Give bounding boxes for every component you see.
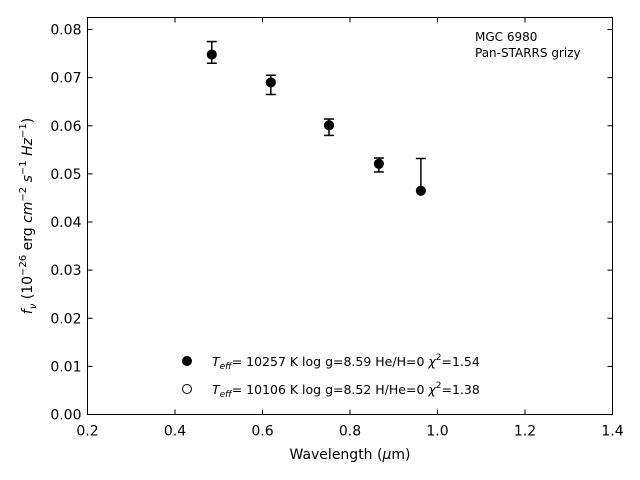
legend-marker <box>182 384 192 394</box>
x-tick-label: 1.0 <box>426 424 448 440</box>
observed-point <box>416 186 425 195</box>
y-tick-label: 0.02 <box>50 311 81 327</box>
y-axis-label: fν (10−26 erg cm−2 s−1 Hz−1) <box>18 118 39 314</box>
annotation-survey-name: Pan-STARRS grizy <box>475 46 581 60</box>
y-tick-label: 0.03 <box>50 263 81 279</box>
x-tick-label: 1.4 <box>601 424 623 440</box>
x-tick-label: 1.2 <box>514 424 536 440</box>
y-tick-label: 0.04 <box>50 215 81 231</box>
x-tick-label: 0.2 <box>76 424 98 440</box>
y-tick-label: 0.07 <box>50 71 81 87</box>
annotation-object-name: MGC 6980 <box>475 30 537 44</box>
observed-point <box>374 159 383 168</box>
y-tick-label: 0.00 <box>50 408 81 424</box>
legend-entry: Teff= 10257 K log g=8.59 He/H=0 χ2=1.54 <box>212 353 480 372</box>
y-tick-label: 0.01 <box>50 359 81 375</box>
observed-point <box>325 121 333 130</box>
legend-marker <box>182 356 192 366</box>
x-tick-label: 0.4 <box>164 424 186 440</box>
y-tick-label: 0.05 <box>50 167 81 183</box>
y-tick-label: 0.06 <box>50 119 81 135</box>
x-tick-label: 0.8 <box>339 424 361 440</box>
observed-point <box>266 78 275 87</box>
x-tick-label: 0.6 <box>251 424 273 440</box>
y-axis-ticks: 0.00 0.01 0.02 0.03 0.04 0.05 0.06 0.07 0.08 <box>50 23 613 424</box>
y-tick-label: 0.08 <box>50 23 81 39</box>
observed-point <box>207 50 216 59</box>
data-marks <box>206 40 426 196</box>
x-axis-ticks: 0.2 0.4 0.6 0.8 1.0 1.2 1.4 <box>76 17 624 440</box>
x-axis-label: Wavelength (μm) <box>290 447 411 463</box>
legend-entry: Teff= 10106 K log g=8.52 H/He=0 χ2=1.38 <box>212 381 480 400</box>
legend: Teff= 10257 K log g=8.59 He/H=0 χ2=1.54 T… <box>182 353 480 400</box>
